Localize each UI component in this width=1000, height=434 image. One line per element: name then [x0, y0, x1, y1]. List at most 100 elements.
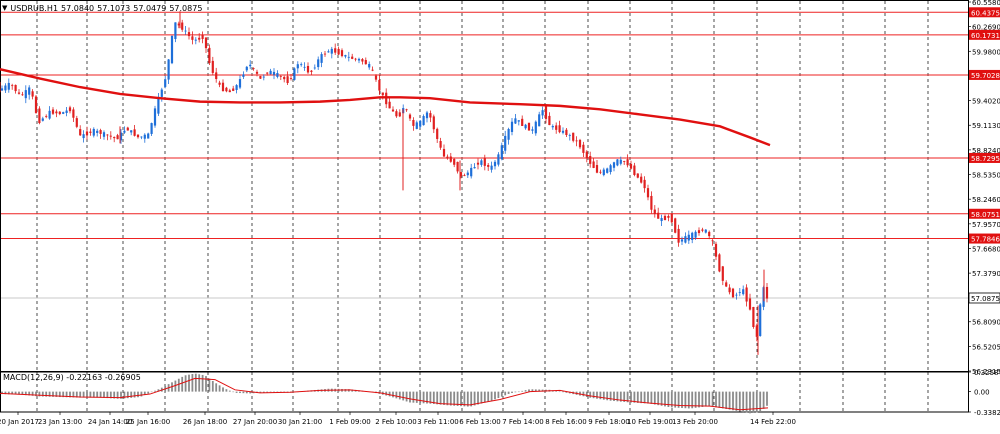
x-axis-tick-label: 10 Feb 19:00 — [627, 418, 673, 426]
candle-body — [174, 22, 177, 40]
candle-body — [497, 154, 500, 165]
candle-body — [551, 125, 554, 128]
candle-body — [184, 30, 187, 32]
macd-histogram-bar — [133, 391, 136, 398]
candle-body — [255, 71, 259, 74]
macd-histogram-bar — [660, 391, 663, 406]
macd-histogram-bar — [245, 391, 248, 394]
candle-body — [300, 64, 303, 66]
candle-body — [436, 128, 439, 139]
candle-body — [742, 289, 745, 295]
candle-body — [24, 90, 27, 99]
macd-histogram-bar — [96, 391, 99, 398]
candle-body — [765, 286, 769, 299]
candle-body — [636, 173, 639, 178]
macd-histogram-bar — [752, 391, 755, 413]
x-axis-tick-label: 3 Feb 11:00 — [417, 418, 458, 426]
x-axis-tick-label: 25 Jan 16:00 — [126, 418, 170, 426]
candle-body — [357, 58, 361, 61]
macd-histogram-bar — [483, 391, 486, 403]
candle-body — [51, 109, 55, 114]
macd-histogram-bar — [222, 387, 224, 392]
candle-body — [589, 155, 592, 164]
macd-histogram-bar — [528, 389, 530, 392]
candle-body — [748, 298, 752, 310]
candle-body — [89, 131, 92, 133]
candle-body — [238, 79, 242, 88]
candle-body — [82, 134, 85, 139]
y-axis-tick-label: 58.5350 — [972, 172, 1000, 180]
macd-histogram-bar — [188, 374, 190, 392]
macd-histogram-bar — [531, 389, 534, 392]
macd-histogram-bar — [738, 391, 741, 412]
candle-body — [140, 136, 143, 138]
candle-body — [351, 56, 354, 59]
macd-histogram-bar — [728, 391, 731, 410]
candle-body — [340, 50, 344, 57]
x-axis-tick-label: 8 Feb 16:00 — [545, 418, 586, 426]
macd-histogram-bar — [534, 389, 537, 392]
candle-body — [65, 110, 68, 113]
macd-histogram-bar — [41, 391, 44, 397]
macd-histogram-bar — [677, 391, 680, 408]
level-price-tag — [969, 7, 1000, 18]
x-axis-tick-label: 1 Feb 09:00 — [329, 418, 370, 426]
candle-body — [663, 215, 667, 221]
candle-body — [466, 172, 469, 176]
macd-histogram-bar — [613, 391, 615, 402]
macd-histogram-bar — [759, 391, 762, 412]
macd-histogram-bar — [409, 391, 411, 403]
macd-histogram-bar — [429, 391, 432, 404]
macd-histogram-bar — [504, 391, 507, 396]
macd-histogram-bar — [208, 378, 211, 392]
collapse-triangle-icon[interactable]: ▼ — [2, 4, 8, 12]
candle-body — [643, 179, 646, 189]
macd-histogram-bar — [466, 391, 469, 407]
candle-body — [62, 112, 65, 114]
candle-body — [738, 292, 741, 293]
candle-body — [633, 165, 636, 175]
candle-body — [527, 122, 531, 131]
macd-histogram-bar — [517, 391, 520, 393]
candle-body — [388, 101, 391, 109]
candle-body — [453, 158, 456, 165]
macd-histogram-bar — [453, 391, 456, 406]
candle-body — [249, 64, 252, 67]
candle-body — [721, 266, 724, 281]
candle-body — [459, 172, 463, 177]
macd-histogram-bar — [511, 391, 513, 394]
candle-body — [17, 92, 21, 94]
x-axis-tick-label: 30 Jan 21:00 — [278, 418, 322, 426]
candle-body — [170, 35, 174, 64]
candle-body — [198, 37, 201, 40]
macd-histogram-bar — [701, 391, 704, 407]
candle-body — [374, 75, 378, 80]
candle-body — [524, 124, 527, 129]
candle-body — [0, 88, 4, 91]
candle-body — [657, 212, 660, 219]
candle-body — [500, 145, 503, 160]
candle-body — [92, 128, 95, 136]
candle-body — [269, 70, 272, 75]
candle-body — [252, 68, 255, 70]
candle-body — [507, 129, 510, 140]
macd-histogram-bar — [4, 391, 7, 395]
macd-histogram-bar — [439, 391, 442, 405]
candle-body — [218, 82, 221, 85]
candle-body — [204, 37, 208, 49]
candle-body — [378, 79, 381, 91]
candle-body — [446, 156, 449, 159]
level-price-tag — [969, 29, 1000, 40]
x-axis-tick-label: 23 Jan 13:00 — [38, 418, 82, 426]
level-price-tag — [969, 233, 1000, 244]
macd-histogram-bar — [667, 391, 670, 407]
macd-histogram-bar — [500, 391, 503, 397]
macd-histogram-bar — [436, 391, 439, 405]
candle-body — [398, 112, 401, 117]
macd-histogram-bar — [72, 391, 75, 398]
macd-histogram-bar — [99, 391, 102, 398]
candle-body — [640, 176, 643, 183]
low-value: 57.0479 — [133, 3, 167, 13]
